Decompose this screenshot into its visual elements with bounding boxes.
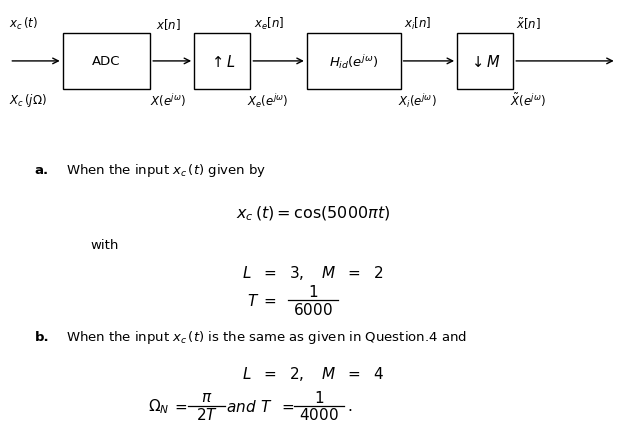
Text: $L\ \ =\ \ 3,\ \ \ M\ \ =\ \ 2$: $L\ \ =\ \ 3,\ \ \ M\ \ =\ \ 2$	[242, 264, 384, 282]
Text: $\uparrow L$: $\uparrow L$	[208, 54, 236, 70]
Bar	[307, 34, 401, 89]
Text: $T$: $T$	[247, 292, 260, 308]
Text: a.: a.	[34, 164, 49, 177]
Text: $=$: $=$	[172, 399, 188, 412]
Text: $=$: $=$	[261, 294, 277, 307]
Bar	[194, 34, 250, 89]
Text: $\tilde{X}(e^{j\omega})$: $\tilde{X}(e^{j\omega})$	[510, 92, 546, 109]
Text: $X_e(e^{j\omega})$: $X_e(e^{j\omega})$	[247, 92, 289, 109]
Text: $6000$: $6000$	[293, 302, 333, 318]
Text: $H_{id}(e^{j\omega})$: $H_{id}(e^{j\omega})$	[329, 53, 378, 71]
Bar	[63, 34, 150, 89]
Text: $x_c\,(t)$: $x_c\,(t)$	[9, 16, 38, 32]
Text: $1$: $1$	[314, 389, 324, 405]
Text: $x[n]$: $x[n]$	[156, 17, 182, 32]
Text: $T$: $T$	[260, 397, 272, 414]
Text: $X_c\,(j\Omega)$: $X_c\,(j\Omega)$	[9, 92, 47, 109]
Text: $L\ \ =\ \ 2,\ \ \ M\ \ =\ \ 4$: $L\ \ =\ \ 2,\ \ \ M\ \ =\ \ 4$	[242, 364, 384, 382]
Text: When the input $x_c\,(t)$ is the same as given in Question.4 and: When the input $x_c\,(t)$ is the same as…	[66, 328, 466, 345]
Text: $x_i[n]$: $x_i[n]$	[404, 16, 431, 32]
Text: $\pi$: $\pi$	[201, 390, 212, 404]
Text: $\downarrow M$: $\downarrow M$	[469, 54, 501, 70]
Text: $.$: $.$	[347, 399, 352, 412]
Text: $X_i(e^{j\omega})$: $X_i(e^{j\omega})$	[398, 92, 436, 109]
Text: $\Omega_N$: $\Omega_N$	[148, 396, 169, 415]
Text: b.: b.	[34, 330, 49, 343]
Text: $4000$: $4000$	[299, 406, 339, 422]
Text: $1$: $1$	[308, 283, 318, 299]
Text: ADC: ADC	[92, 55, 121, 68]
Text: with: with	[91, 239, 119, 251]
Text: $2T$: $2T$	[195, 406, 218, 422]
Text: $\tilde{x}[n]$: $\tilde{x}[n]$	[516, 17, 541, 32]
Bar	[457, 34, 513, 89]
Text: $\mathit{and}$: $\mathit{and}$	[225, 397, 257, 414]
Text: $=$: $=$	[279, 399, 295, 412]
Text: $X(e^{j\omega})$: $X(e^{j\omega})$	[150, 92, 187, 109]
Text: $x_c\,(t) = \cos(5000\pi t)$: $x_c\,(t) = \cos(5000\pi t)$	[236, 204, 390, 222]
Text: When the input $x_c\,(t)$ given by: When the input $x_c\,(t)$ given by	[66, 162, 266, 179]
Text: $x_e[n]$: $x_e[n]$	[254, 16, 284, 32]
